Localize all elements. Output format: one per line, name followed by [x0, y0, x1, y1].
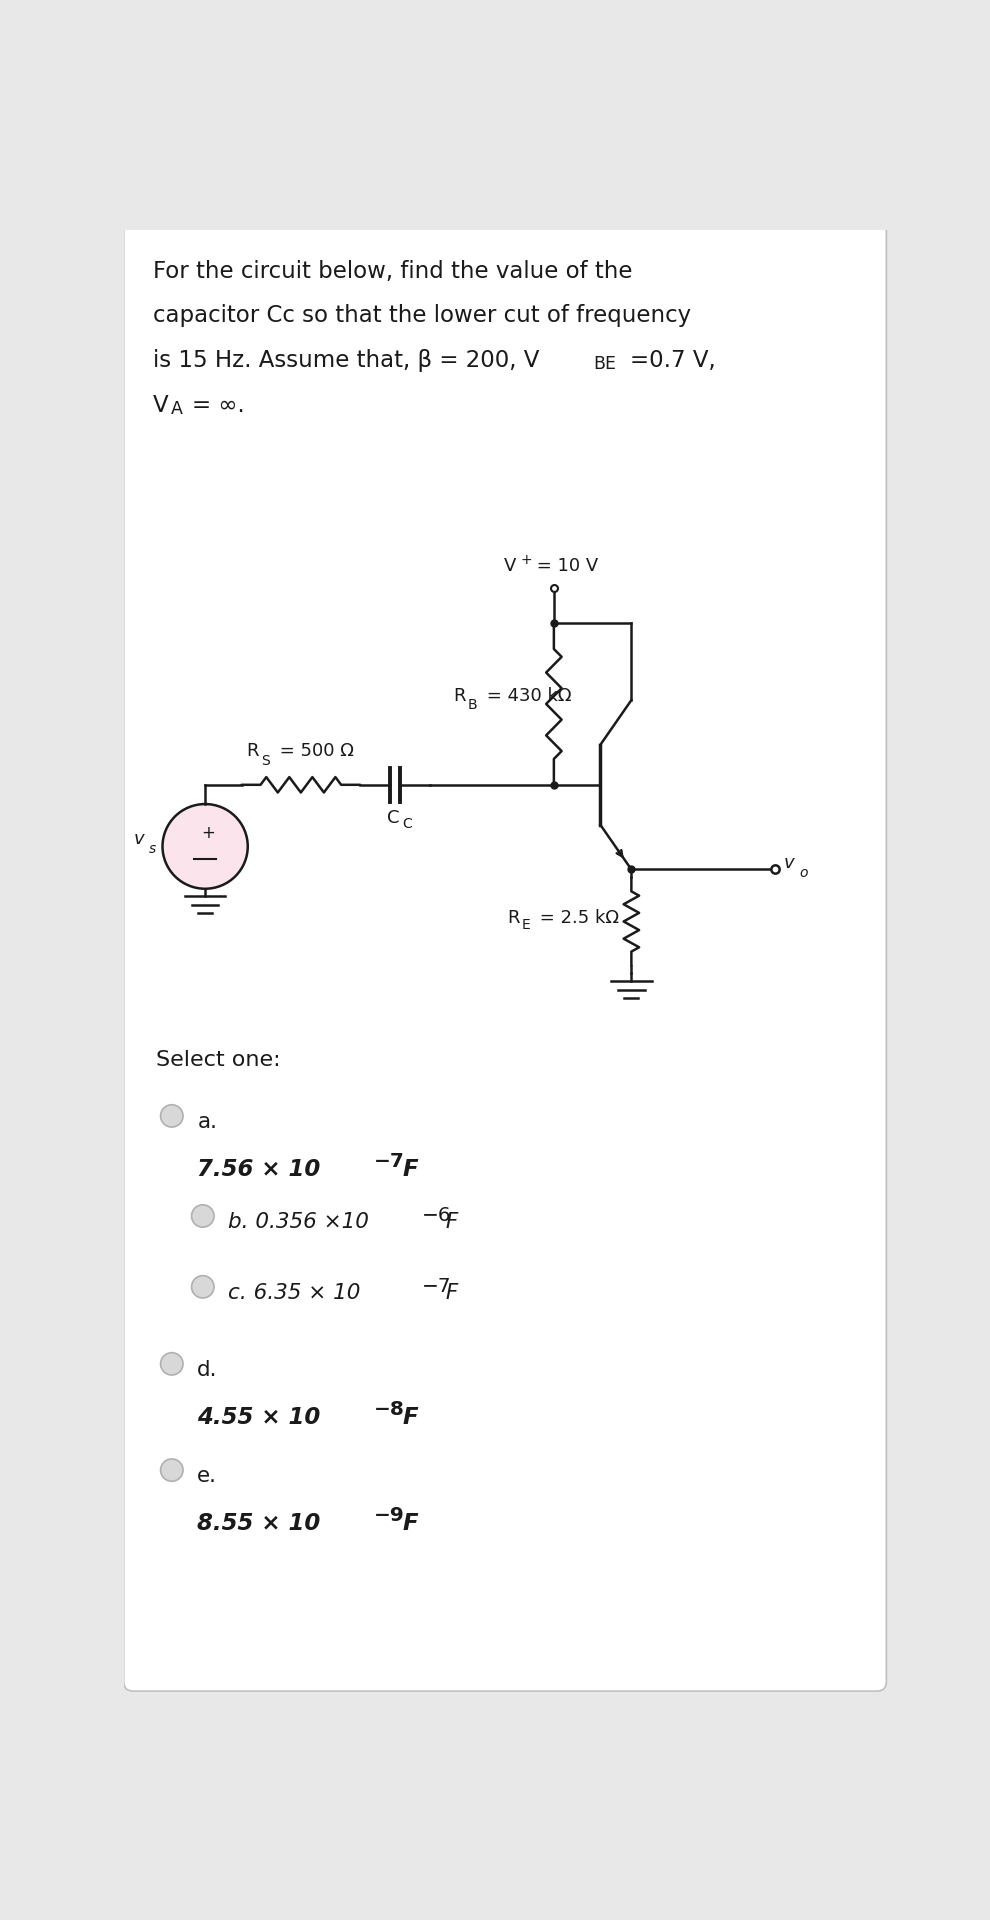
Text: 4.55 × 10: 4.55 × 10	[197, 1405, 321, 1428]
Text: R: R	[453, 687, 465, 705]
Text: V: V	[504, 557, 516, 574]
Text: −6: −6	[422, 1206, 451, 1225]
Text: d.: d.	[197, 1359, 218, 1380]
Text: C: C	[387, 810, 400, 828]
Text: b. 0.356 ×10: b. 0.356 ×10	[229, 1212, 369, 1233]
Text: 8.55 × 10: 8.55 × 10	[197, 1513, 321, 1536]
Circle shape	[191, 1206, 214, 1227]
Text: +: +	[201, 824, 215, 843]
Text: −7: −7	[374, 1152, 405, 1171]
Text: = ∞.: = ∞.	[192, 394, 245, 417]
FancyBboxPatch shape	[124, 213, 886, 1692]
Text: −7: −7	[422, 1277, 451, 1296]
Text: capacitor Cc so that the lower cut of frequency: capacitor Cc so that the lower cut of fr…	[153, 305, 691, 326]
Circle shape	[191, 1275, 214, 1298]
Text: s: s	[149, 843, 156, 856]
Text: v: v	[134, 829, 145, 849]
Circle shape	[160, 1104, 183, 1127]
Text: a.: a.	[197, 1112, 218, 1133]
Text: +: +	[521, 553, 533, 566]
Text: A: A	[171, 399, 183, 419]
Text: = 500 Ω: = 500 Ω	[273, 743, 353, 760]
Text: is 15 Hz. Assume that, β = 200, V: is 15 Hz. Assume that, β = 200, V	[153, 349, 540, 372]
Circle shape	[162, 804, 248, 889]
Text: S: S	[261, 755, 270, 768]
Text: c. 6.35 × 10: c. 6.35 × 10	[229, 1283, 360, 1304]
Circle shape	[160, 1459, 183, 1480]
Text: For the circuit below, find the value of the: For the circuit below, find the value of…	[153, 259, 633, 282]
Text: = 10 V: = 10 V	[531, 557, 598, 574]
Text: B: B	[468, 699, 477, 712]
Text: F: F	[440, 1283, 458, 1304]
Text: e.: e.	[197, 1467, 218, 1486]
Text: R: R	[507, 908, 520, 927]
Text: v: v	[784, 854, 795, 872]
Circle shape	[160, 1354, 183, 1375]
Text: −9: −9	[374, 1507, 405, 1524]
Text: = 2.5 kΩ: = 2.5 kΩ	[534, 908, 619, 927]
Text: = 430 kΩ: = 430 kΩ	[481, 687, 571, 705]
Text: F: F	[395, 1405, 419, 1428]
Text: BE: BE	[593, 355, 617, 372]
Text: F: F	[395, 1513, 419, 1536]
Text: R: R	[247, 743, 259, 760]
Text: F: F	[440, 1212, 458, 1233]
Text: F: F	[395, 1158, 419, 1181]
Text: −8: −8	[374, 1400, 405, 1419]
Text: C: C	[402, 818, 412, 831]
Text: o: o	[800, 866, 808, 881]
Text: V: V	[153, 394, 169, 417]
Text: E: E	[522, 918, 531, 933]
Text: =0.7 V,: =0.7 V,	[630, 349, 716, 372]
Text: 7.56 × 10: 7.56 × 10	[197, 1158, 321, 1181]
Text: Select one:: Select one:	[156, 1050, 281, 1071]
